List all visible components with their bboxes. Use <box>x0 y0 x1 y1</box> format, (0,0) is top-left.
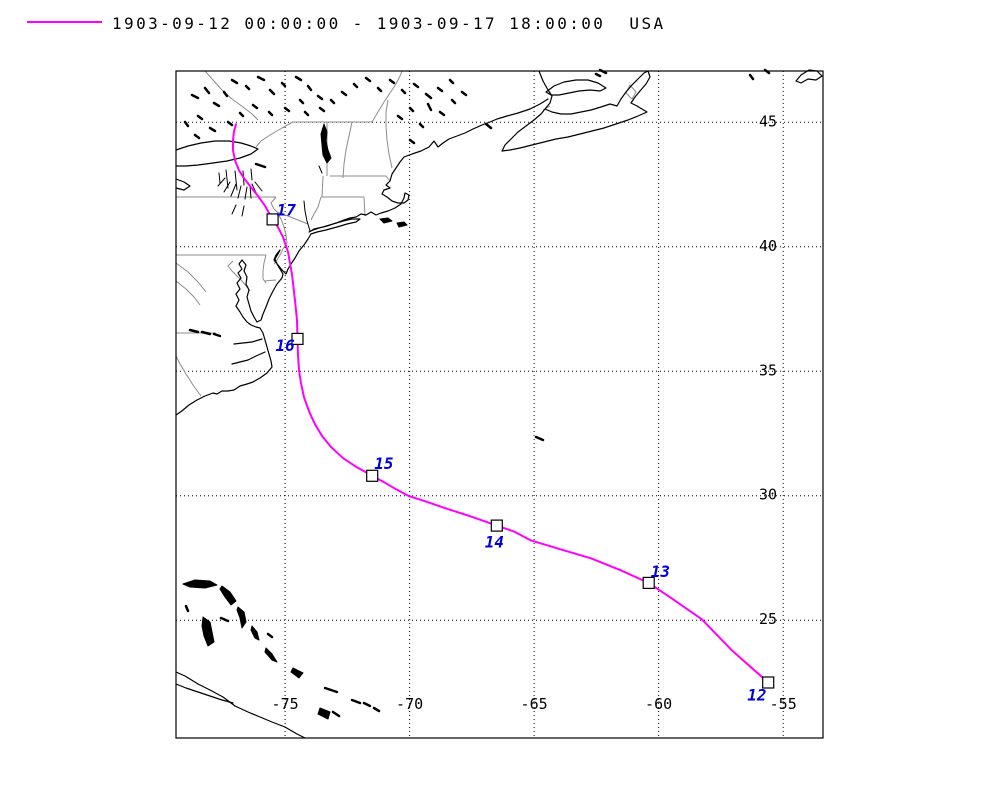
border-maine-canada <box>371 70 403 123</box>
eleuthera <box>236 606 247 629</box>
oneida-lake <box>254 162 267 169</box>
border-nj-pa-delaware-river <box>273 211 288 265</box>
track-point-marker-12 <box>762 676 775 689</box>
coastline-pamlico-sound <box>231 351 266 365</box>
bahamas-islands <box>182 579 381 720</box>
turks-caicos <box>331 698 381 718</box>
border-nc-sc <box>175 355 202 397</box>
y-tick-label-45: 45 <box>759 112 777 130</box>
hudson-river <box>303 200 311 232</box>
track-point-marker-17 <box>266 213 279 226</box>
track-point-marker-16 <box>291 332 304 345</box>
coastline-pei <box>545 79 607 96</box>
track-point-marker-14 <box>490 519 503 532</box>
y-tick-label-35: 35 <box>759 361 777 379</box>
plot-frame <box>175 70 824 739</box>
great-inagua <box>317 707 331 720</box>
storm-track-line <box>232 123 770 684</box>
legend-label: 1903-09-12 00:00:00 - 1903-09-17 18:00:0… <box>112 14 666 33</box>
y-tick-label-25: 25 <box>759 610 777 628</box>
x-tick-label--60: -60 <box>645 695 672 713</box>
border-wv-va-2 <box>175 280 201 306</box>
track-point-label-16: 16 <box>276 336 296 355</box>
border-de-south <box>263 279 277 282</box>
track-point-label-13: 13 <box>651 562 670 581</box>
small-lakes-scatter <box>183 75 468 145</box>
axis-tick-labels-layer: -75 -70 -65 -60 -55 45 40 35 30 25 <box>272 112 797 713</box>
san-salvador <box>184 604 274 639</box>
track-point-marker-13 <box>642 576 655 590</box>
nantucket <box>396 221 408 228</box>
coastline-new-brunswick-east <box>538 70 553 110</box>
grand-manan-island <box>484 122 493 130</box>
y-tick-label-40: 40 <box>759 237 777 255</box>
track-point-label-17: 17 <box>277 200 297 219</box>
x-tick-label--75: -75 <box>272 695 299 713</box>
y-tick-label-30: 30 <box>759 486 777 504</box>
border-ma-nh <box>330 175 391 182</box>
crooked-island <box>290 667 304 679</box>
mayaguana <box>323 686 339 694</box>
border-ontario-quebec <box>204 70 259 121</box>
abaco <box>219 585 237 606</box>
kerr-gaston-lakes <box>188 328 222 338</box>
bermuda <box>534 435 545 442</box>
long-island-bahamas <box>264 647 278 663</box>
cat-island <box>250 625 260 641</box>
lake-george <box>318 165 323 174</box>
coastline-cuba-north <box>175 671 306 739</box>
legend: 1903-09-12 00:00:00 - 1903-09-17 18:00:0… <box>27 14 666 33</box>
border-vt-nh <box>342 121 353 179</box>
new-providence <box>219 616 230 623</box>
border-st-lawrence <box>255 121 294 148</box>
coastline-albemarle-sound <box>233 338 263 345</box>
border-maine-nh <box>385 99 393 169</box>
track-point-marker-15 <box>366 469 379 482</box>
track-point-label-15: 15 <box>374 454 393 473</box>
x-tick-label--65: -65 <box>521 695 548 713</box>
storm-track-layer <box>232 123 770 684</box>
border-ny-ct <box>310 196 322 221</box>
lake-erie-edge <box>175 178 191 191</box>
coastline-newfoundland-tip <box>795 69 823 84</box>
grand-bahama <box>182 579 218 589</box>
track-markers-layer: 12 13 14 15 16 17 <box>266 200 775 705</box>
border-de-md <box>262 254 267 284</box>
coastline-nova-scotia <box>501 70 651 152</box>
x-tick-label--70: -70 <box>396 695 423 713</box>
lake-champlain <box>320 123 332 164</box>
track-point-label-12: 12 <box>747 686 766 705</box>
coastline-cuba-inner <box>175 683 234 704</box>
susquehanna-creek-fan <box>217 177 263 217</box>
x-tick-label--55: -55 <box>770 695 797 713</box>
andros <box>201 616 215 647</box>
border-ct-ri <box>363 196 366 217</box>
marthas-vineyard <box>379 217 393 224</box>
track-point-label-14: 14 <box>485 533 504 552</box>
border-ny-ma <box>321 175 324 198</box>
lake-ontario <box>175 140 259 167</box>
border-wv-va-1 <box>175 262 207 293</box>
